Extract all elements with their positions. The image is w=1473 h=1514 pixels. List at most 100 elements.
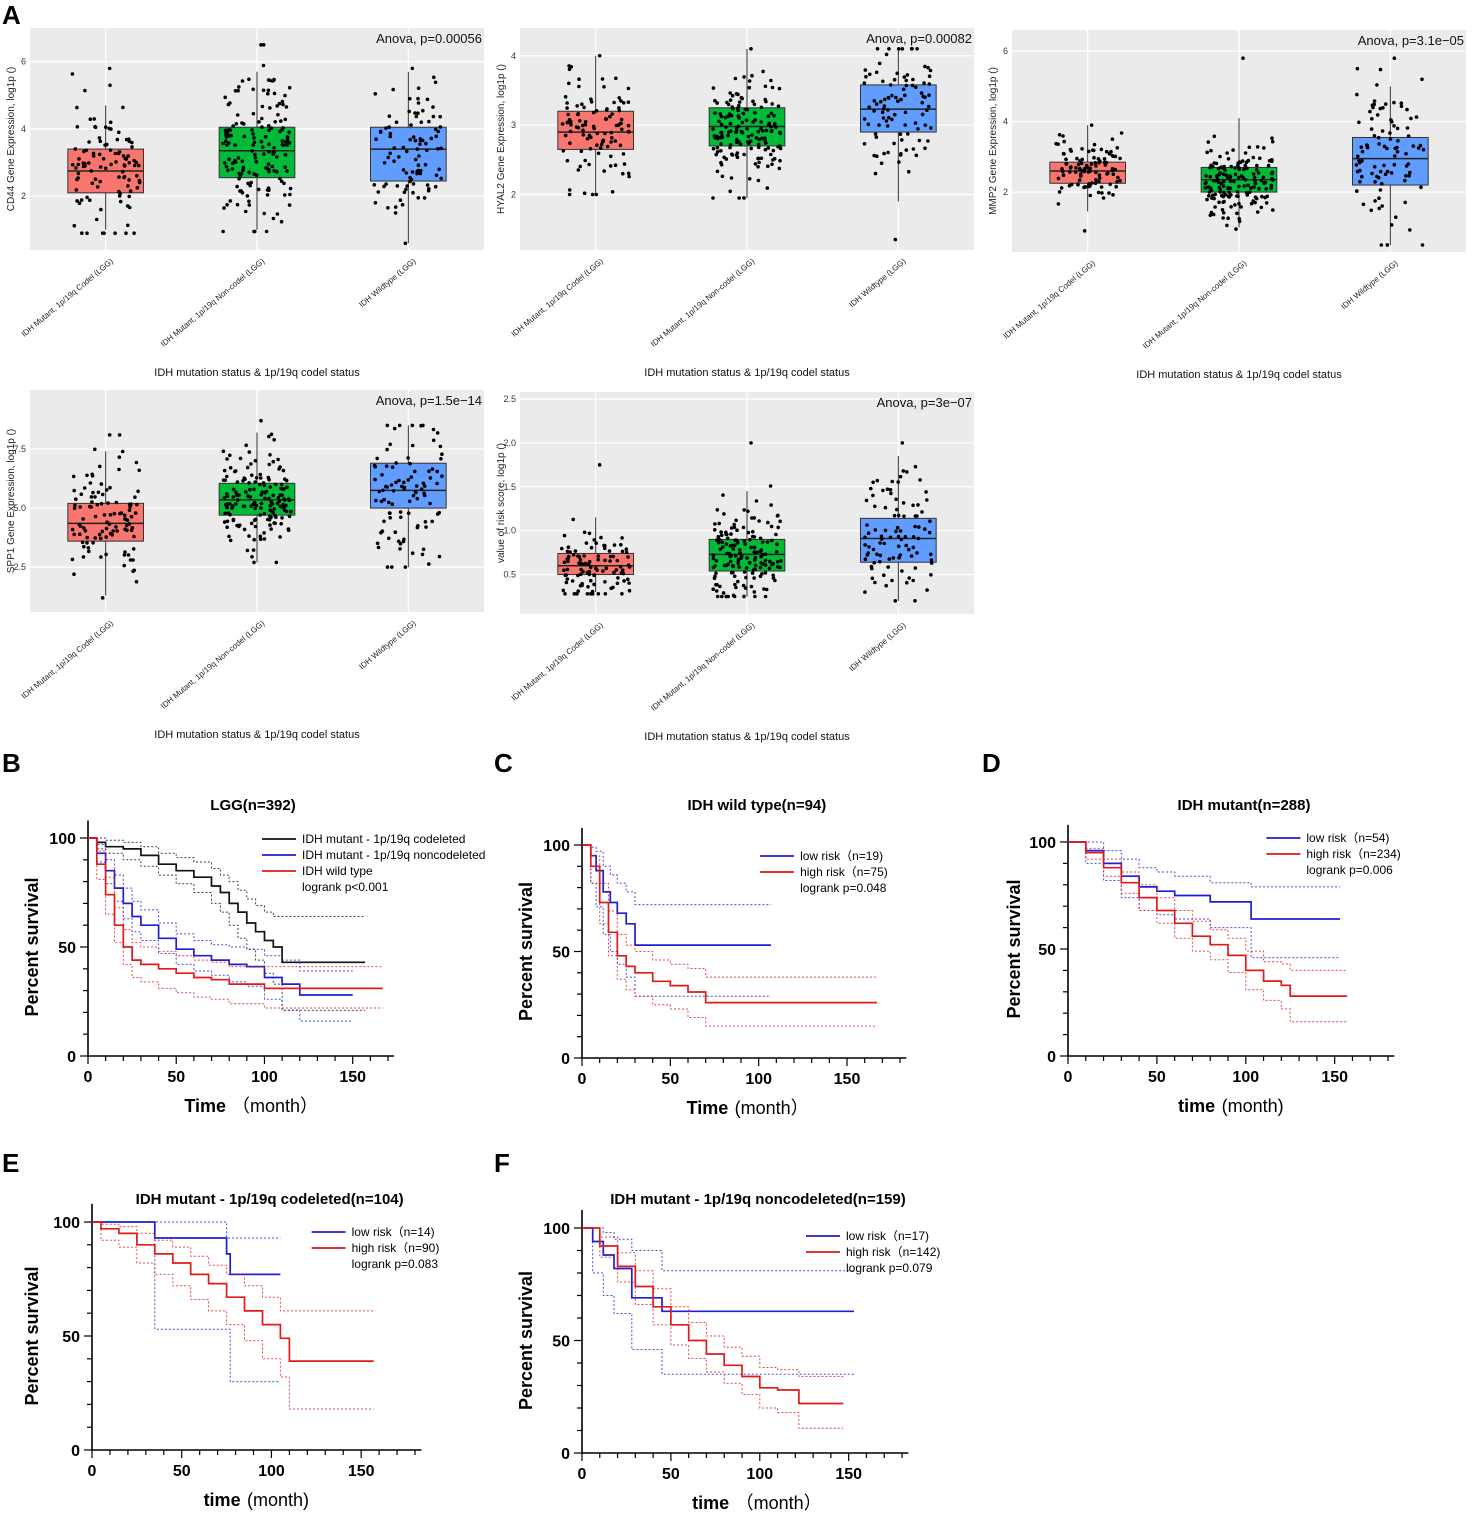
data-point — [120, 449, 125, 454]
data-point — [129, 514, 134, 519]
data-point — [244, 490, 248, 494]
data-point — [621, 152, 626, 156]
data-point — [393, 205, 398, 209]
data-point — [440, 474, 444, 478]
data-point — [910, 47, 914, 51]
data-point — [247, 534, 251, 538]
data-point — [127, 178, 131, 182]
data-point — [612, 570, 616, 575]
ci-upper-line — [92, 1221, 281, 1239]
data-point — [1064, 157, 1068, 161]
data-point — [1375, 83, 1379, 87]
data-point — [925, 588, 929, 592]
data-point — [594, 109, 599, 113]
data-point — [570, 579, 575, 583]
category-label: IDH Wildtype (LGG) — [357, 618, 418, 671]
data-point — [1217, 185, 1222, 190]
data-point — [435, 481, 439, 486]
data-point — [1411, 144, 1416, 148]
data-point — [401, 168, 406, 172]
data-point — [414, 490, 418, 495]
data-point — [922, 81, 926, 85]
data-point — [247, 77, 251, 82]
data-point — [763, 147, 768, 152]
data-point — [275, 501, 280, 506]
data-point — [82, 526, 86, 530]
data-point — [252, 229, 256, 234]
data-point — [739, 555, 744, 560]
data-point — [614, 76, 618, 81]
data-point — [402, 537, 406, 542]
data-point — [1093, 161, 1098, 165]
data-point — [104, 552, 108, 557]
data-point — [87, 161, 91, 165]
data-point — [1269, 186, 1273, 191]
data-point — [72, 506, 77, 511]
data-point — [728, 91, 732, 95]
data-point — [420, 552, 425, 557]
data-point — [878, 553, 883, 558]
data-point — [1368, 109, 1372, 114]
data-point — [1209, 148, 1213, 153]
data-point — [427, 562, 431, 566]
data-point — [399, 515, 403, 520]
data-point — [713, 522, 717, 526]
data-point — [863, 557, 868, 561]
data-point — [890, 578, 894, 583]
data-point — [1082, 229, 1087, 233]
data-point — [1092, 142, 1097, 147]
data-point — [917, 525, 921, 529]
data-point — [896, 47, 901, 51]
data-point — [879, 534, 884, 539]
data-point — [408, 96, 412, 101]
data-point — [235, 493, 239, 498]
data-point — [711, 565, 716, 570]
data-point — [408, 175, 412, 180]
x-tick-label: 150 — [834, 1071, 861, 1088]
data-point — [377, 489, 382, 494]
data-point — [93, 447, 97, 452]
data-point — [406, 511, 411, 515]
data-point — [745, 556, 749, 560]
data-point — [882, 107, 886, 111]
data-point — [577, 561, 581, 566]
data-point — [713, 111, 717, 115]
data-point — [235, 113, 240, 117]
data-point — [400, 202, 405, 207]
data-point — [248, 487, 252, 492]
data-point — [730, 93, 735, 98]
data-point — [404, 187, 408, 192]
data-point — [1358, 179, 1362, 184]
data-point — [731, 593, 736, 598]
data-point — [416, 86, 421, 90]
data-point — [431, 105, 435, 109]
data-point — [77, 201, 82, 205]
data-point — [240, 79, 245, 83]
data-point — [137, 468, 141, 473]
data-point — [878, 541, 882, 545]
data-point — [70, 162, 75, 167]
data-point — [1395, 126, 1400, 131]
data-point — [775, 560, 780, 564]
survival-line — [1068, 841, 1348, 997]
data-point — [100, 231, 105, 235]
y-axis-label: CD44 Gene Expression, log1p () — [6, 67, 17, 212]
data-point — [254, 476, 259, 480]
data-point — [103, 125, 108, 129]
data-point — [222, 468, 227, 473]
y-tick-label: 2 — [511, 190, 516, 200]
data-point — [614, 568, 619, 572]
data-point — [1068, 170, 1072, 174]
data-point — [875, 552, 879, 557]
data-point — [280, 127, 284, 132]
data-point — [126, 184, 130, 188]
data-point — [715, 134, 719, 139]
y-tick-label: 0 — [67, 1049, 76, 1066]
data-point — [278, 493, 283, 497]
data-point — [234, 490, 238, 494]
data-point — [87, 549, 91, 554]
data-point — [227, 134, 232, 138]
data-point — [766, 146, 771, 150]
